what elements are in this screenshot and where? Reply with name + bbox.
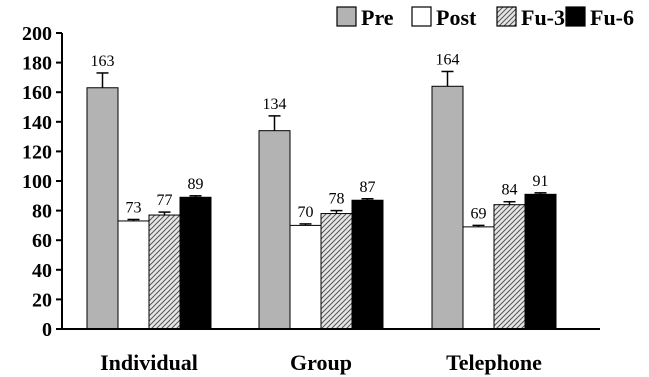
data-label: 163 <box>91 53 115 70</box>
category-label-individual: Individual <box>100 350 198 375</box>
data-label: 87 <box>360 179 376 196</box>
y-tick-label: 200 <box>22 23 52 45</box>
data-label: 77 <box>157 192 173 209</box>
bar-fu-6-telephone <box>524 193 557 330</box>
bar-pre-telephone <box>431 85 464 330</box>
legend-swatch-fu-6 <box>565 6 586 27</box>
y-tick-label: 60 <box>32 230 52 252</box>
legend-label-fu-6: Fu-6 <box>590 5 634 30</box>
y-tick-label: 120 <box>22 141 52 163</box>
legend: Pre Post Fu-3 Fu-6 <box>336 5 634 30</box>
data-label: 78 <box>329 191 345 208</box>
data-label: 134 <box>263 96 287 113</box>
data-label: 70 <box>298 204 314 221</box>
bar-pre-group <box>258 130 291 330</box>
data-label: 89 <box>188 176 204 193</box>
y-tick-label: 20 <box>32 289 52 311</box>
data-label: 164 <box>436 51 460 68</box>
bar-post-individual <box>117 220 150 330</box>
y-tick-label: 80 <box>32 201 52 223</box>
bar-post-telephone <box>462 226 495 330</box>
legend-swatch-post <box>411 6 432 27</box>
y-axis: 0 20 40 60 80 100 120 140 160 180 200 <box>22 23 63 341</box>
y-tick-label: 180 <box>22 53 52 75</box>
bar-post-group <box>289 224 322 330</box>
data-label: 91 <box>533 173 549 190</box>
y-tick-label: 140 <box>22 112 52 134</box>
y-tick-label: 40 <box>32 260 52 282</box>
data-label: 69 <box>471 205 487 222</box>
bar-fu-3-individual <box>148 214 181 330</box>
bar-fu-6-individual <box>179 196 212 330</box>
legend-swatch-pre <box>336 6 357 27</box>
x-axis: Individual Group Telephone <box>62 328 600 375</box>
legend-swatch-fu-3 <box>496 6 517 27</box>
y-tick-label: 160 <box>22 82 52 104</box>
bar-fu-3-group <box>320 213 353 330</box>
y-tick-label: 0 <box>42 319 52 341</box>
legend-label-fu-3: Fu-3 <box>521 5 565 30</box>
legend-label-pre: Pre <box>361 5 394 30</box>
y-tick-label: 100 <box>22 171 52 193</box>
bar-fu-3-telephone <box>493 204 526 330</box>
bar-pre-individual <box>86 87 119 330</box>
category-label-telephone: Telephone <box>446 350 542 375</box>
bar-fu-6-group <box>351 199 384 330</box>
data-label: 84 <box>502 182 518 199</box>
data-label: 73 <box>126 199 142 216</box>
category-label-group: Group <box>290 350 352 375</box>
legend-label-post: Post <box>436 5 477 30</box>
bars: 163 73 77 89 134 70 78 87 164 69 84 91 <box>86 51 557 330</box>
